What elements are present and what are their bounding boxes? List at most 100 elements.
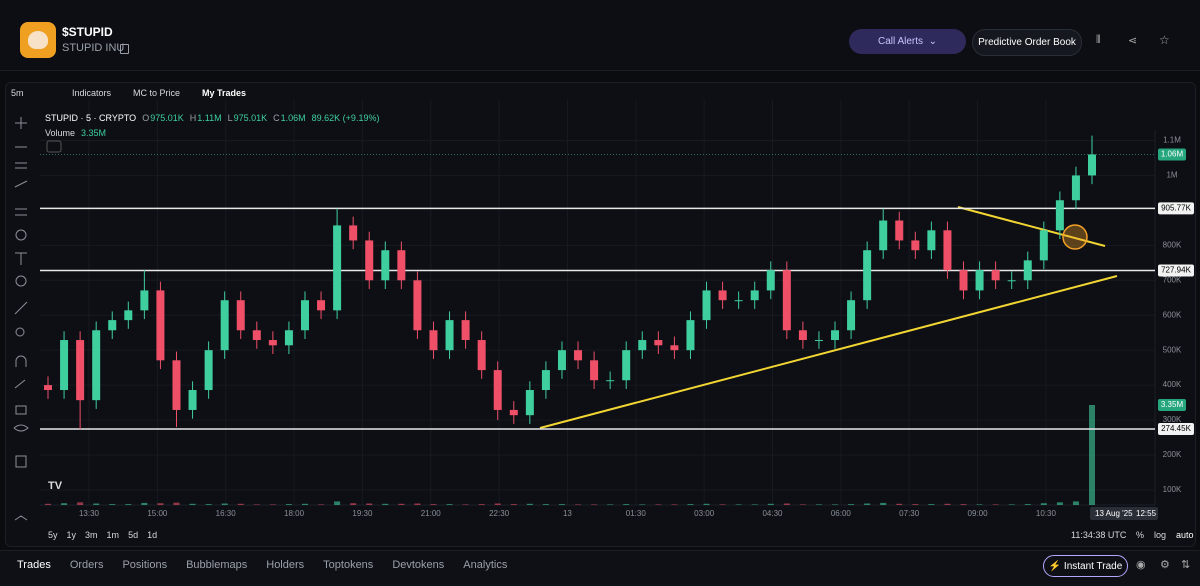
- icon-button[interactable]: ⫴: [1096, 34, 1101, 46]
- candle-body: [557, 350, 566, 371]
- volume-bar: [301, 503, 308, 505]
- candle-body: [991, 270, 1000, 281]
- x-tick-label: 13:30: [79, 509, 100, 518]
- toolbar-item[interactable]: Indicators: [72, 88, 112, 98]
- scale-option[interactable]: %: [1136, 530, 1145, 540]
- ohlc-item: 89.62K (+9.19%): [311, 113, 380, 123]
- tv-logo: TV: [48, 480, 63, 492]
- candle-body: [959, 270, 968, 291]
- ohlc-item: C: [273, 113, 280, 123]
- volume-bar: [1056, 502, 1063, 505]
- crosshair-date: 13 Aug '25: [1095, 509, 1133, 518]
- range-button[interactable]: 1m: [106, 530, 120, 540]
- candle-body: [172, 360, 181, 410]
- volume-bar: [510, 504, 517, 505]
- candle-body: [461, 320, 470, 341]
- y-tick-label: 600K: [1163, 310, 1182, 319]
- candle-body: [76, 340, 85, 401]
- volume-bar: [767, 503, 774, 505]
- y-tick-label: 300K: [1163, 415, 1182, 424]
- tab[interactable]: Holders: [266, 559, 305, 571]
- candle-body: [750, 290, 759, 301]
- volume-bar: [1008, 504, 1015, 505]
- star-button[interactable]: ☆: [1159, 33, 1170, 47]
- copy-icon[interactable]: [120, 44, 129, 54]
- ohlc-item: O: [142, 113, 150, 123]
- last-price-label: 1.06M: [1161, 150, 1184, 159]
- volume-bar: [157, 503, 164, 505]
- candle-body: [44, 385, 52, 391]
- volume-bar: [141, 502, 148, 505]
- volume-bar: [189, 503, 196, 505]
- range-button[interactable]: 3m: [85, 530, 98, 540]
- volume-bar: [430, 504, 437, 505]
- tab[interactable]: Toptokens: [323, 559, 374, 571]
- ohlc-item: 1.06M: [280, 113, 306, 123]
- x-tick-label: 18:00: [284, 509, 305, 518]
- tab[interactable]: Positions: [122, 559, 168, 571]
- interval[interactable]: 5m: [11, 88, 24, 98]
- candle-body: [220, 300, 229, 351]
- toolbar-item[interactable]: MC to Price: [133, 88, 181, 98]
- volume-bar: [350, 503, 357, 505]
- tab[interactable]: Devtokens: [392, 559, 445, 571]
- candle-body: [847, 300, 856, 331]
- order-book-button[interactable]: Predictive Order Book: [972, 29, 1082, 56]
- share-button[interactable]: ⋖: [1128, 35, 1138, 47]
- range-button[interactable]: 1y: [66, 530, 77, 540]
- tab[interactable]: Analytics: [463, 559, 508, 571]
- call-alerts-button[interactable]: Call Alerts ⌄: [849, 29, 966, 54]
- price-label-box: [1158, 264, 1194, 277]
- button-label: Instant Trade: [1063, 560, 1123, 572]
- volume-bar: [526, 503, 533, 505]
- candle-body: [943, 230, 952, 271]
- volume-bar: [832, 504, 839, 505]
- ohlc-item: H: [189, 113, 197, 123]
- y-tick-label: 1.1M: [1163, 136, 1181, 145]
- volume-bar: [125, 504, 132, 505]
- candle-body: [541, 370, 550, 391]
- last-price-box: [1158, 148, 1186, 161]
- collapse-button[interactable]: [46, 140, 62, 153]
- x-tick-label: 01:30: [626, 509, 647, 518]
- volume-bar: [382, 503, 389, 505]
- y-tick-label: 1M: [1166, 171, 1177, 180]
- volume-bar: [237, 503, 244, 505]
- x-tick-label: 21:00: [421, 509, 442, 518]
- volume-bar: [848, 504, 855, 505]
- volume-legend: Volume 3.35M: [45, 128, 106, 138]
- toolbar-item[interactable]: My Trades: [202, 88, 247, 98]
- settings-button[interactable]: ⚙: [1160, 559, 1170, 571]
- candle-body: [814, 340, 823, 342]
- volume-bar: [61, 503, 68, 505]
- range-button[interactable]: 5y: [48, 530, 58, 540]
- volume-bar: [976, 504, 983, 505]
- ohlc-item: L: [227, 113, 233, 123]
- range-button[interactable]: 1d: [147, 530, 158, 540]
- tab[interactable]: Trades: [17, 559, 51, 571]
- instant-trade-button[interactable]: ⚡ Instant Trade: [1043, 555, 1128, 577]
- bottom-bar: [0, 550, 1200, 586]
- range-button[interactable]: 5d: [128, 530, 139, 540]
- volume-bar: [462, 504, 469, 505]
- sort-button[interactable]: ⇅: [1181, 559, 1191, 571]
- candle-body: [975, 270, 984, 291]
- candle-body: [268, 340, 277, 346]
- token-symbol: $STUPID: [62, 25, 113, 39]
- x-tick-label: 06:00: [831, 509, 852, 518]
- volume-bar: [880, 502, 887, 505]
- candle-body: [911, 240, 920, 251]
- candle-body: [477, 340, 486, 371]
- tab[interactable]: Bubblemaps: [186, 559, 248, 571]
- ohlc-item: 975.01K: [233, 113, 268, 123]
- tab[interactable]: Orders: [69, 559, 104, 571]
- eye-button[interactable]: ◉: [1136, 559, 1146, 571]
- candle-body: [236, 300, 245, 331]
- candle-body: [670, 345, 679, 351]
- volume-bar: [815, 504, 822, 505]
- candle-body: [606, 380, 615, 382]
- scale-option[interactable]: log: [1154, 530, 1167, 540]
- x-tick-label: 04:30: [762, 509, 783, 518]
- scale-option[interactable]: auto: [1176, 530, 1194, 540]
- volume-bar: [591, 504, 598, 505]
